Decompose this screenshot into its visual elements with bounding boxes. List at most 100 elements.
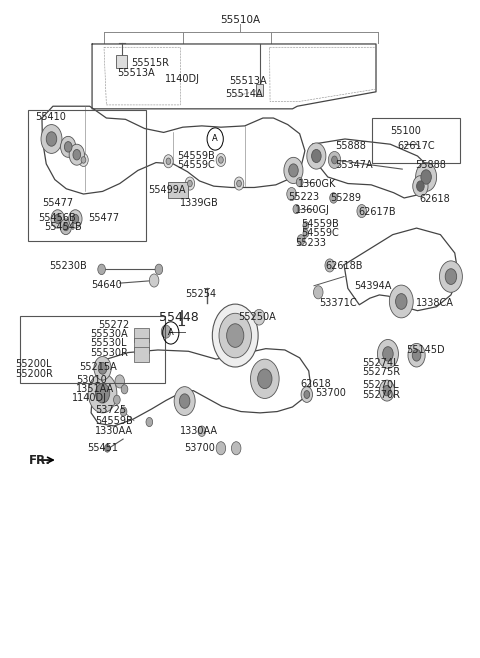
Circle shape: [312, 149, 321, 163]
Text: 54559B: 54559B: [301, 219, 339, 229]
Text: 55530R: 55530R: [90, 347, 128, 357]
Text: 62617C: 62617C: [397, 141, 435, 151]
Bar: [168, 182, 188, 198]
Text: 55513A: 55513A: [117, 68, 155, 78]
Circle shape: [234, 177, 244, 190]
Bar: [134, 347, 149, 362]
Circle shape: [69, 144, 84, 165]
Text: 55145D: 55145D: [406, 345, 444, 355]
Text: 54559B: 54559B: [178, 151, 215, 161]
Circle shape: [73, 149, 81, 160]
Circle shape: [412, 349, 421, 361]
Circle shape: [60, 219, 72, 235]
Text: 55448: 55448: [159, 311, 199, 324]
Circle shape: [307, 143, 326, 169]
Text: 55233: 55233: [295, 238, 326, 247]
Circle shape: [198, 426, 205, 436]
Text: 55215A: 55215A: [79, 362, 117, 372]
Text: 62618B: 62618B: [325, 261, 362, 271]
Circle shape: [51, 210, 64, 228]
Circle shape: [293, 205, 300, 214]
Circle shape: [114, 395, 120, 405]
Text: 55510A: 55510A: [220, 14, 260, 25]
Text: 55477: 55477: [42, 198, 73, 208]
Circle shape: [332, 156, 337, 164]
Text: 55250A: 55250A: [238, 312, 276, 322]
Circle shape: [166, 158, 171, 164]
Circle shape: [421, 170, 432, 184]
Text: 55274L: 55274L: [362, 358, 399, 368]
Circle shape: [396, 293, 407, 309]
Text: 53010: 53010: [76, 375, 107, 385]
Text: 54559C: 54559C: [301, 228, 339, 238]
Circle shape: [287, 188, 296, 201]
Circle shape: [188, 180, 192, 187]
Circle shape: [79, 153, 88, 166]
Circle shape: [212, 304, 258, 367]
Circle shape: [297, 235, 305, 245]
Circle shape: [94, 357, 111, 380]
Circle shape: [251, 359, 279, 399]
Text: 54559B: 54559B: [95, 416, 132, 426]
Circle shape: [121, 385, 128, 394]
Text: 53700: 53700: [184, 443, 216, 453]
Text: 55270L: 55270L: [362, 380, 399, 390]
Circle shape: [408, 343, 425, 367]
Circle shape: [64, 141, 72, 152]
Bar: [28, 110, 146, 241]
Circle shape: [69, 210, 82, 228]
Circle shape: [417, 181, 424, 191]
Text: 1330AA: 1330AA: [95, 426, 133, 436]
Circle shape: [288, 164, 298, 177]
Circle shape: [161, 325, 171, 338]
Text: 53700: 53700: [315, 388, 346, 398]
Text: 55888: 55888: [336, 141, 366, 151]
Text: 55451: 55451: [87, 443, 118, 453]
Circle shape: [115, 375, 124, 388]
Circle shape: [301, 387, 312, 403]
Text: 62617B: 62617B: [359, 207, 396, 217]
Text: 54559C: 54559C: [178, 160, 215, 170]
Circle shape: [155, 264, 163, 274]
Text: 55477: 55477: [88, 213, 120, 222]
Circle shape: [416, 163, 437, 191]
Text: 1140DJ: 1140DJ: [165, 74, 200, 84]
Text: 55410: 55410: [35, 112, 66, 122]
Circle shape: [216, 153, 226, 166]
Circle shape: [72, 215, 79, 224]
Circle shape: [120, 407, 127, 416]
Text: 55347A: 55347A: [336, 160, 373, 170]
Circle shape: [304, 391, 310, 399]
Text: 54394A: 54394A: [355, 281, 392, 291]
Text: 55454B: 55454B: [44, 222, 82, 232]
Bar: [21, 316, 165, 383]
Text: 55200L: 55200L: [15, 359, 51, 369]
Circle shape: [88, 374, 117, 413]
Text: 54640: 54640: [91, 280, 122, 290]
Circle shape: [146, 417, 153, 426]
Text: 1360GJ: 1360GJ: [295, 205, 330, 215]
Text: 53725: 53725: [95, 405, 126, 415]
Circle shape: [325, 259, 335, 272]
Circle shape: [231, 442, 241, 455]
Text: 62618: 62618: [420, 194, 450, 204]
Bar: [372, 118, 459, 163]
Bar: [134, 338, 149, 353]
Circle shape: [185, 177, 195, 190]
Text: 55888: 55888: [416, 160, 446, 170]
Circle shape: [328, 151, 341, 168]
Circle shape: [180, 394, 190, 408]
Text: 55254: 55254: [185, 289, 216, 299]
Circle shape: [98, 363, 107, 374]
Text: 1330AA: 1330AA: [180, 426, 218, 436]
Text: 55530A: 55530A: [90, 329, 128, 340]
Circle shape: [303, 230, 309, 238]
Circle shape: [237, 180, 241, 187]
Circle shape: [377, 340, 398, 368]
Circle shape: [313, 286, 323, 299]
Circle shape: [60, 136, 76, 157]
Circle shape: [445, 268, 456, 284]
Bar: [256, 84, 263, 96]
Circle shape: [46, 132, 57, 146]
Circle shape: [379, 380, 395, 401]
